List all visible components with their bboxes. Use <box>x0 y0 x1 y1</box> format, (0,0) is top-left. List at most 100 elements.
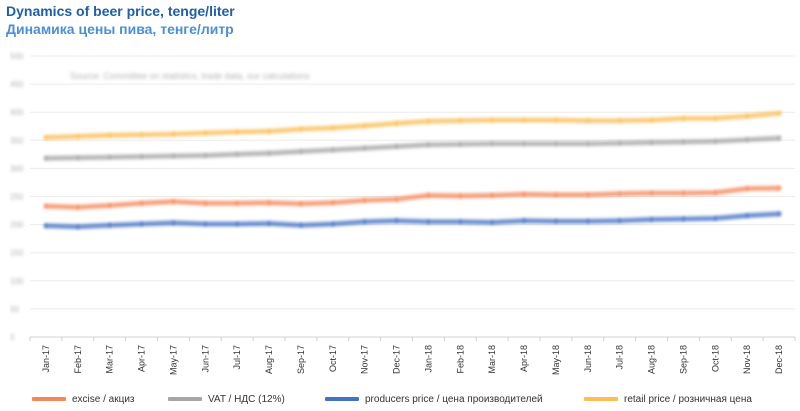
x-tick-label: Jan-17 <box>41 345 51 373</box>
data-point <box>553 118 558 123</box>
chart-subtitle: Динамика цены пива, тенге/литр <box>6 21 234 37</box>
legend-label-vat: VAT / НДС (12%) <box>208 393 285 405</box>
y-tick-label: 500 <box>10 52 24 61</box>
y-tick-label: 200 <box>10 221 24 230</box>
data-point <box>553 192 558 197</box>
data-point <box>426 119 431 124</box>
x-tick-label: Feb-18 <box>455 345 465 374</box>
legend-swatch-producers <box>325 397 359 401</box>
data-point <box>267 151 272 156</box>
x-tick-label: Feb-17 <box>73 345 83 374</box>
data-point <box>362 123 367 128</box>
legend-item-producers: producers price / цена производителей <box>325 390 543 408</box>
x-tick-label: Apr-18 <box>519 345 529 372</box>
data-point <box>394 144 399 149</box>
data-point <box>298 223 303 228</box>
data-point <box>585 219 590 224</box>
data-point <box>681 139 686 144</box>
data-point <box>617 141 622 146</box>
data-point <box>649 191 654 196</box>
data-point <box>330 125 335 130</box>
data-point <box>330 147 335 152</box>
data-point <box>171 199 176 204</box>
data-point <box>426 219 431 224</box>
data-point <box>490 193 495 198</box>
data-point <box>298 127 303 132</box>
data-point <box>394 197 399 202</box>
data-point <box>713 216 718 221</box>
data-point <box>490 220 495 225</box>
data-point <box>490 141 495 146</box>
data-point <box>458 219 463 224</box>
x-tick-label: Aug-18 <box>647 345 657 374</box>
data-point <box>330 222 335 227</box>
data-point <box>139 154 144 159</box>
chart-title: Dynamics of beer price, tenge/liter <box>6 3 235 19</box>
source-note: Source: Committee on statistics, trade d… <box>70 71 310 81</box>
x-tick-label: Sep-17 <box>296 345 306 374</box>
data-point <box>43 204 48 209</box>
data-point <box>777 186 782 191</box>
data-point <box>171 132 176 137</box>
data-point <box>522 141 527 146</box>
legend-swatch-retail <box>584 397 618 401</box>
data-point <box>235 129 240 134</box>
x-tick-label: Jan-18 <box>423 345 433 373</box>
series-line-3 <box>43 111 782 140</box>
x-tick-label: Dec-17 <box>392 345 402 374</box>
data-point <box>585 141 590 146</box>
data-point <box>522 118 527 123</box>
data-point <box>394 218 399 223</box>
data-point <box>107 203 112 208</box>
legend-label-producers: producers price / цена производителей <box>365 393 543 405</box>
data-point <box>267 129 272 134</box>
data-point <box>362 198 367 203</box>
data-point <box>649 140 654 145</box>
data-point <box>713 139 718 144</box>
data-point <box>617 118 622 123</box>
data-point <box>649 118 654 123</box>
data-point <box>203 153 208 158</box>
x-tick-label: Sep-18 <box>678 345 688 374</box>
data-point <box>330 200 335 205</box>
data-point <box>617 191 622 196</box>
data-point <box>107 155 112 160</box>
data-point <box>681 116 686 121</box>
x-tick-label: Jul-18 <box>615 345 625 370</box>
y-tick-label: 300 <box>10 164 24 173</box>
data-point <box>43 156 48 161</box>
x-tick-label: Nov-17 <box>360 345 370 374</box>
data-point <box>522 218 527 223</box>
data-point <box>585 192 590 197</box>
x-tick-label: Apr-17 <box>137 345 147 372</box>
data-point <box>522 192 527 197</box>
x-tick-label: Dec-18 <box>774 345 784 374</box>
data-point <box>203 201 208 206</box>
data-point <box>171 220 176 225</box>
data-point <box>139 201 144 206</box>
legend-label-retail: retail price / розничная цена <box>624 393 752 405</box>
series-line-2 <box>43 211 782 230</box>
data-point <box>681 216 686 221</box>
data-point <box>75 224 80 229</box>
data-point <box>235 152 240 157</box>
data-point <box>617 218 622 223</box>
y-tick-label: 50 <box>10 305 19 314</box>
data-point <box>745 137 750 142</box>
data-point <box>777 111 782 116</box>
data-point <box>267 200 272 205</box>
data-point <box>75 155 80 160</box>
x-tick-label: Oct-18 <box>710 345 720 372</box>
series-line-0 <box>43 185 782 210</box>
legend-swatch-vat <box>168 397 202 401</box>
data-point <box>745 114 750 119</box>
data-point <box>745 186 750 191</box>
data-point <box>75 134 80 139</box>
x-tick-label: Jun-17 <box>200 345 210 373</box>
data-point <box>394 121 399 126</box>
data-point <box>235 201 240 206</box>
data-point <box>43 223 48 228</box>
legend-swatch-excise <box>32 397 66 401</box>
x-tick-label: Oct-17 <box>328 345 338 372</box>
data-point <box>458 142 463 147</box>
